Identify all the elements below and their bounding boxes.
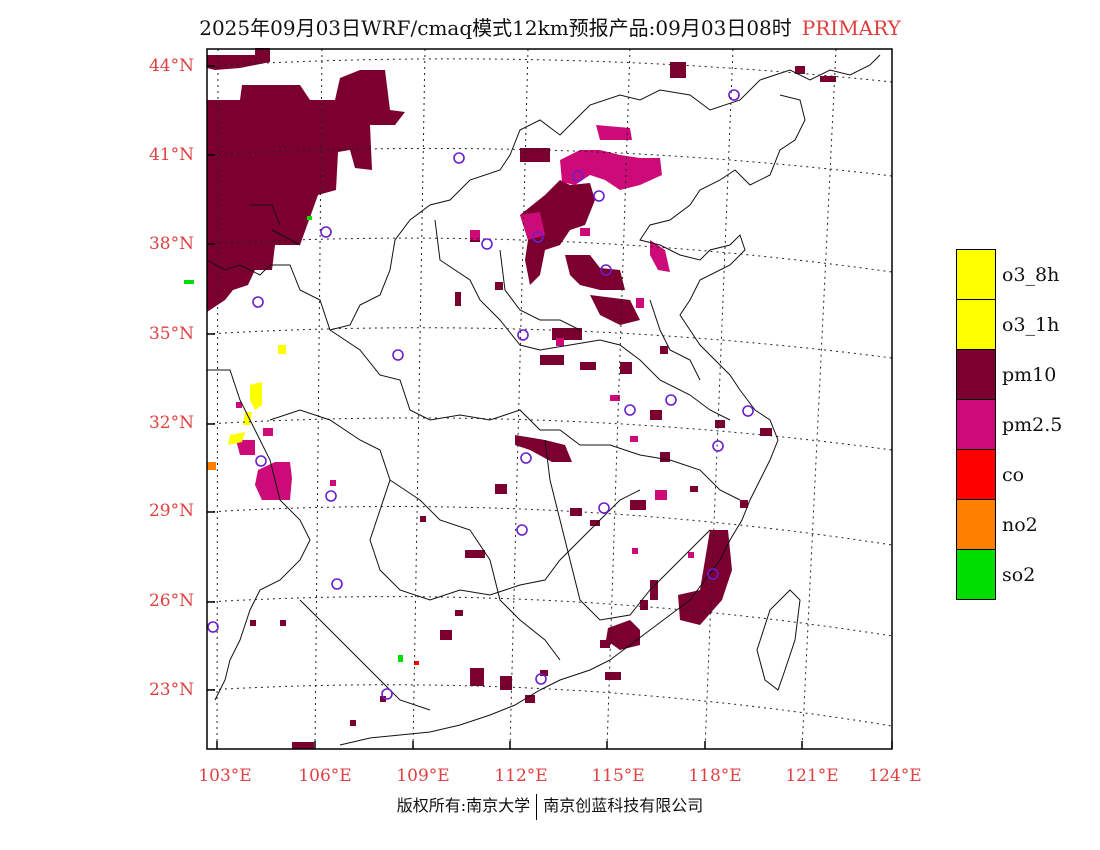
so2-patch-2 bbox=[398, 655, 403, 662]
lon-label-115: 115°E bbox=[591, 766, 645, 786]
o3-patch-west bbox=[250, 382, 262, 410]
pm25-patch-north bbox=[560, 150, 662, 190]
legend-swatch-pm25 bbox=[956, 399, 996, 449]
primary-label: PRIMARY bbox=[801, 16, 901, 40]
lat-label-38: 38°N bbox=[148, 234, 194, 254]
copyright-left: 版权所有:南京大学 bbox=[396, 796, 531, 815]
city-markers bbox=[207, 89, 754, 700]
pm25-scatter bbox=[236, 228, 694, 558]
legend-label-pm25: pm2.5 bbox=[1002, 414, 1063, 436]
co-patch bbox=[414, 661, 419, 665]
map-title: 2025年09月03日WRF/cmaq模式12km预报产品:09月03日08时 P… bbox=[0, 12, 1100, 41]
lon-label-112: 112°E bbox=[494, 766, 548, 786]
lon-label-124: 124°E bbox=[868, 766, 922, 786]
o3-patch-small bbox=[278, 345, 286, 354]
lat-label-29: 29°N bbox=[148, 501, 194, 521]
legend-label-o3-8h: o3_8h bbox=[1002, 264, 1060, 286]
legend-label-no2: no2 bbox=[1002, 514, 1038, 536]
legend-label-pm10: pm10 bbox=[1002, 364, 1057, 386]
lon-label-109: 109°E bbox=[396, 766, 450, 786]
legend-label-so2: so2 bbox=[1002, 564, 1036, 586]
pm25-patch-tibetedge bbox=[236, 440, 255, 455]
so2-patch-1 bbox=[184, 280, 194, 284]
tick-marks bbox=[207, 65, 893, 749]
legend-swatch-pm10 bbox=[956, 349, 996, 399]
copyright-footer: 版权所有:南京大学 南京创蓝科技有限公司 bbox=[0, 792, 1100, 820]
pollution-patches bbox=[184, 48, 836, 749]
lon-label-106: 106°E bbox=[298, 766, 352, 786]
pm10-patch-northwest bbox=[207, 70, 405, 312]
pm10-patch-guangdong bbox=[606, 620, 640, 650]
legend-swatch-o3-8h bbox=[956, 249, 996, 299]
title-text: 2025年09月03日WRF/cmaq模式12km预报产品:09月03日08时 bbox=[199, 16, 792, 40]
legend-label-o3-1h: o3_1h bbox=[1002, 314, 1060, 336]
legend-swatch-o3-1h bbox=[956, 299, 996, 349]
pm10-patch-hubei bbox=[515, 435, 572, 462]
so2-patch-3 bbox=[307, 216, 312, 220]
pm10-patch-beijing bbox=[520, 180, 595, 285]
legend-label-co: co bbox=[1002, 464, 1025, 486]
pm10-patch-top bbox=[207, 48, 270, 70]
lat-label-41: 41°N bbox=[148, 145, 194, 165]
pm25-patch-hebei bbox=[520, 212, 545, 240]
no2-patch bbox=[207, 462, 216, 470]
pm25-patch-north2 bbox=[596, 125, 632, 140]
map-frame bbox=[206, 48, 893, 750]
footer-separator bbox=[536, 793, 538, 820]
lat-label-23: 23°N bbox=[148, 680, 194, 700]
pm25-patch-sichuan bbox=[255, 462, 292, 500]
graticule bbox=[206, 48, 893, 750]
copyright-right: 南京创蓝科技有限公司 bbox=[543, 796, 704, 815]
lat-label-35: 35°N bbox=[148, 324, 194, 344]
pm25-patch-shandong bbox=[650, 240, 670, 272]
lat-label-26: 26°N bbox=[148, 591, 194, 611]
lat-label-44: 44°N bbox=[148, 56, 194, 76]
legend-swatch-so2 bbox=[956, 549, 996, 600]
lon-label-121: 121°E bbox=[785, 766, 839, 786]
lat-label-32: 32°N bbox=[148, 413, 194, 433]
legend-swatch-no2 bbox=[956, 499, 996, 549]
boundaries bbox=[206, 54, 881, 746]
pm10-patch-henan bbox=[590, 295, 640, 325]
lon-label-118: 118°E bbox=[688, 766, 742, 786]
pm10-scatter bbox=[250, 62, 836, 749]
pm10-patch-fujian bbox=[678, 530, 732, 625]
o3-patch-west3 bbox=[228, 432, 245, 445]
pm10-patch-shandong bbox=[565, 255, 625, 290]
legend-swatch-co bbox=[956, 449, 996, 499]
legend bbox=[956, 249, 996, 600]
lon-label-103: 103°E bbox=[198, 766, 252, 786]
